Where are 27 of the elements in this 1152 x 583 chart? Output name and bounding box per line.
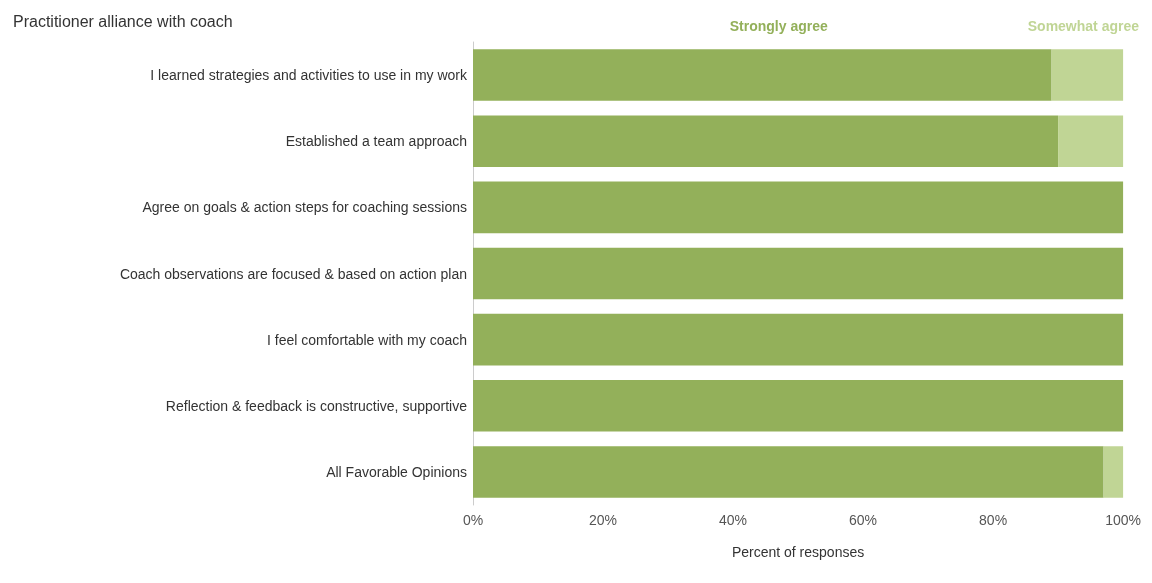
bar bbox=[473, 379, 1124, 432]
bar bbox=[473, 115, 1059, 168]
bar bbox=[473, 181, 1124, 234]
y-tick-label: Established a team approach bbox=[285, 133, 467, 150]
series-label: Somewhat agree bbox=[1027, 18, 1140, 34]
x-tick-label: 60% bbox=[849, 512, 878, 528]
bar bbox=[473, 446, 1104, 498]
x-tick-label: 100% bbox=[1105, 512, 1141, 528]
bar bbox=[473, 49, 1052, 101]
y-tick-label: All Favorable Opinions bbox=[326, 463, 467, 480]
bar bbox=[1103, 446, 1124, 498]
bar bbox=[473, 247, 1124, 300]
y-tick-label: Coach observations are focused & based on action plan bbox=[119, 265, 467, 282]
y-tick-label: Reflection & feedback is constructive, supportive bbox=[165, 397, 468, 414]
y-tick-label: Agree on goals & action steps for coaching sessions bbox=[142, 199, 467, 216]
x-tick-label: 0% bbox=[462, 512, 484, 528]
y-tick-label: I learned strategies and activities to use in my work bbox=[150, 67, 468, 84]
x-tick-label: 40% bbox=[719, 512, 748, 528]
x-tick-label: 20% bbox=[589, 512, 618, 528]
bar bbox=[1058, 115, 1124, 168]
y-tick-label: I feel comfortable with my coach bbox=[267, 331, 467, 348]
text: Practitioner alliance with coach bbox=[13, 12, 233, 30]
bar bbox=[473, 313, 1124, 366]
series-label: Strongly agree bbox=[729, 18, 828, 34]
bar bbox=[1051, 49, 1124, 101]
x-tick-label: 80% bbox=[979, 512, 1008, 528]
x-axis-title: Percent of responses bbox=[731, 544, 865, 560]
